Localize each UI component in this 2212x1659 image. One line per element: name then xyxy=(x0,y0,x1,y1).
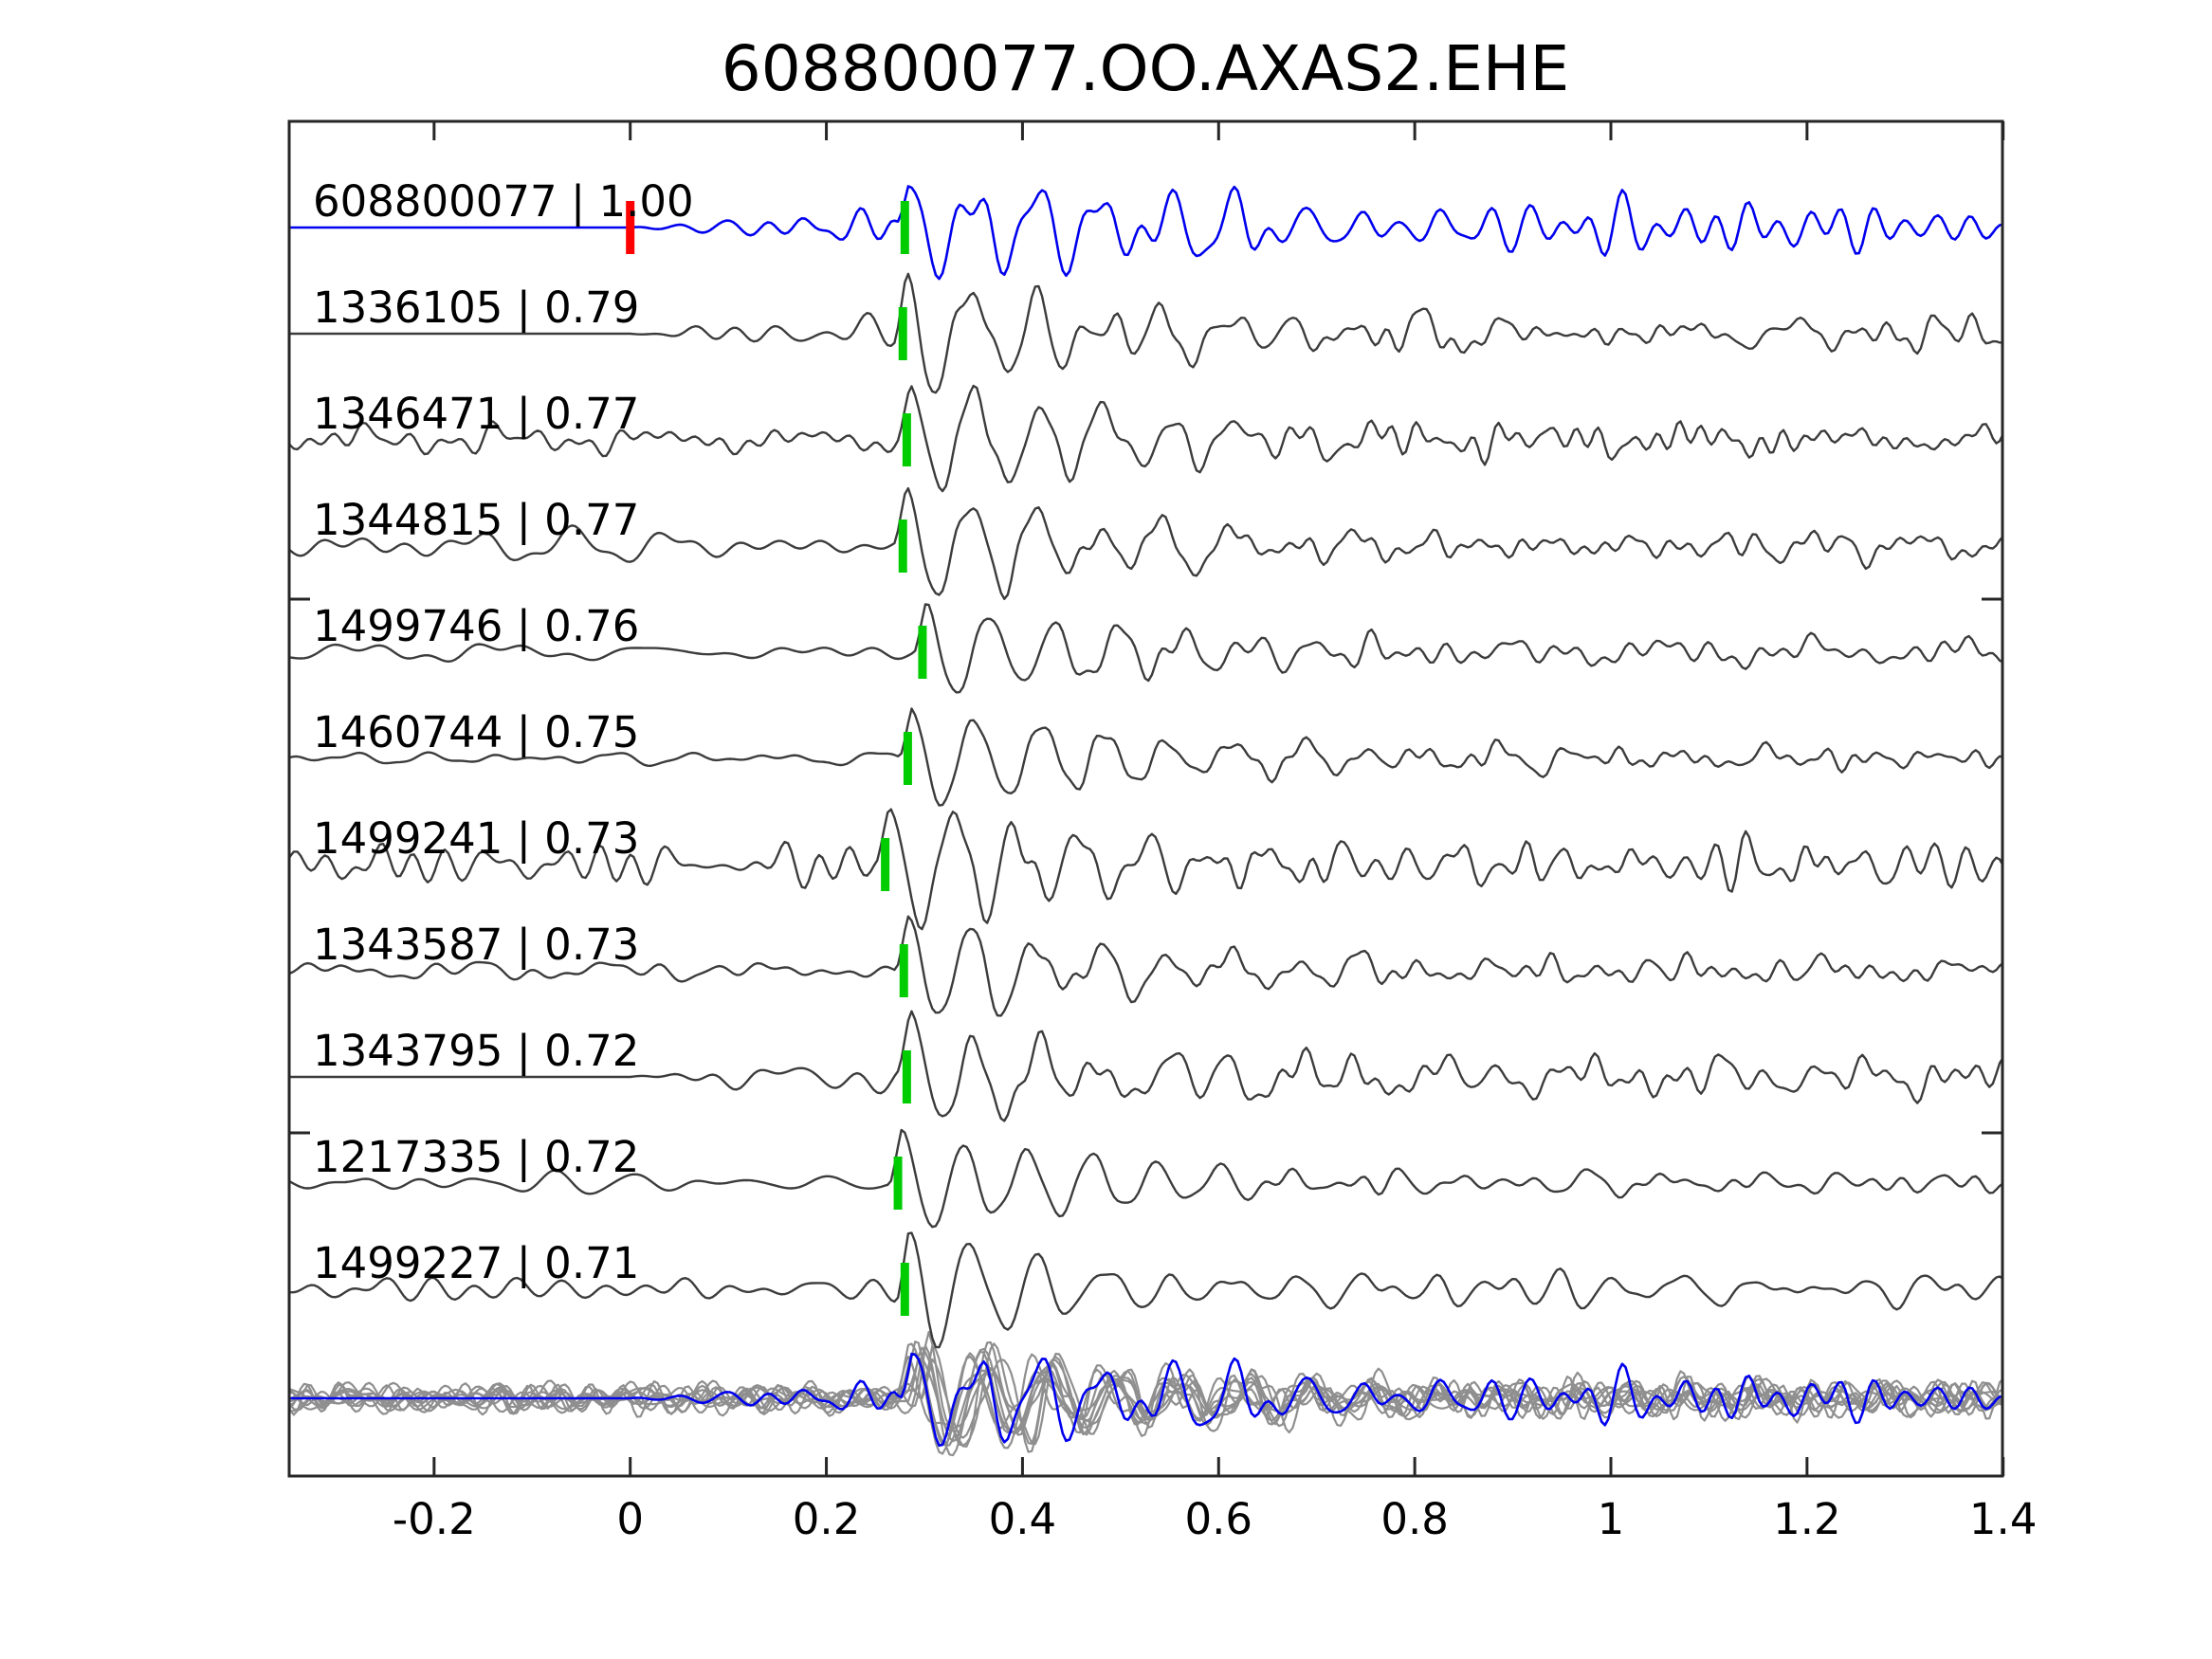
waveform-trace-1344815 xyxy=(289,486,2002,600)
pick-marker-1499746 xyxy=(918,626,927,679)
x-tick-label: -0.2 xyxy=(393,1494,476,1544)
trace-label: 1499241 | 0.73 xyxy=(313,813,639,864)
x-tick-label: 0.6 xyxy=(1184,1494,1252,1544)
x-tick-label: 1 xyxy=(1598,1494,1625,1544)
stack-gray-trace xyxy=(289,1342,2002,1455)
pick-marker-1499241 xyxy=(881,838,890,891)
trace-label: 1343587 | 0.73 xyxy=(313,920,639,970)
x-tick-label: 0.2 xyxy=(793,1494,861,1544)
trace-label: 1343795 | 0.72 xyxy=(313,1026,639,1076)
waveform-trace-1460744 xyxy=(289,707,2002,807)
trace-label: 608800077 | 1.00 xyxy=(313,176,694,227)
waveform-trace-1343587 xyxy=(289,915,2002,1017)
pick-markers xyxy=(626,201,927,1316)
pick-marker-1336105 xyxy=(898,307,907,360)
trace-label: 1499746 | 0.76 xyxy=(313,601,639,651)
trace-label: 1346471 | 0.77 xyxy=(313,389,639,439)
pick-marker-1343587 xyxy=(899,944,908,997)
origin-marker xyxy=(626,201,635,254)
x-tick-label: 0.4 xyxy=(989,1494,1057,1544)
stack-template-trace xyxy=(289,1352,2002,1448)
trace-labels: 608800077 | 1.00 1336105 | 0.79 1346471 … xyxy=(313,176,694,1288)
trace-label: 1336105 | 0.79 xyxy=(313,283,639,333)
stack-template-trace-line xyxy=(289,1352,2002,1448)
stack-gray-trace xyxy=(289,1342,2002,1447)
trace-label: 1499227 | 0.71 xyxy=(313,1238,639,1288)
x-tick-label: 1.2 xyxy=(1773,1494,1841,1544)
waveform-trace-1346471 xyxy=(289,384,2002,493)
waveform-trace-1336105 xyxy=(289,272,2002,394)
chart-title: 608800077.OO.AXAS2.EHE xyxy=(722,32,1570,105)
pick-marker-1217335 xyxy=(893,1157,903,1210)
x-tick-labels: -0.2 0 0.2 0.4 0.6 0.8 1 1.2 1.4 xyxy=(393,1494,2038,1544)
pick-marker-1344815 xyxy=(898,520,907,573)
x-tick-label: 0 xyxy=(616,1494,644,1544)
waveform-trace-1499227 xyxy=(289,1231,2002,1349)
x-tick-label: 1.4 xyxy=(1969,1494,2038,1544)
trace-label: 1460744 | 0.75 xyxy=(313,707,639,757)
pick-marker-1346471 xyxy=(902,413,911,466)
pick-marker-1499227 xyxy=(900,1263,909,1316)
plot-border xyxy=(287,119,2004,1478)
stack-gray-trace xyxy=(289,1340,2002,1448)
waveform-trace-1217335 xyxy=(289,1128,2002,1229)
waveform-trace-1343795 xyxy=(289,1010,2002,1122)
pick-marker-1343795 xyxy=(902,1050,911,1103)
pick-marker-608800077 xyxy=(900,201,909,254)
trace-label: 1217335 | 0.72 xyxy=(313,1132,639,1182)
waveform-trace-608800077 xyxy=(289,185,2002,281)
x-tick-label: 0.8 xyxy=(1380,1494,1449,1544)
waveform-traces xyxy=(289,185,2002,1349)
stack-gray-traces xyxy=(289,1330,2002,1457)
waveform-trace-1499746 xyxy=(289,603,2002,694)
waveform-trace-1499241 xyxy=(289,808,2002,931)
trace-label: 1344815 | 0.77 xyxy=(313,495,639,545)
pick-marker-1460744 xyxy=(903,732,912,785)
